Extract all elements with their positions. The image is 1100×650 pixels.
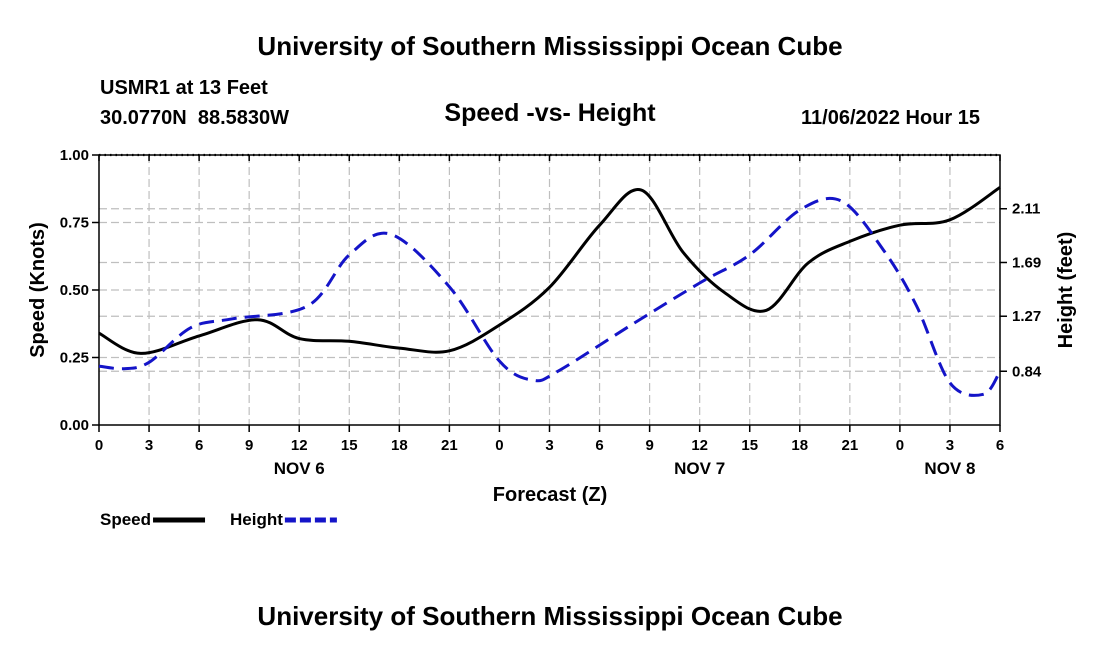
y2-tick-label: 1.27 [1012, 308, 1041, 325]
y-tick-label: 0.25 [60, 350, 89, 367]
height-series-line [98, 196, 1002, 397]
main-title: University of Southern Mississippi Ocean… [257, 31, 843, 61]
x-day-label: NOV 8 [924, 459, 975, 478]
x-tick-label: 0 [896, 437, 904, 454]
x-tick-label: 18 [791, 437, 808, 454]
x-tick-label: 3 [145, 437, 153, 454]
x-tick-label: 21 [441, 437, 458, 454]
y-tick-label: 0.75 [60, 215, 89, 232]
y2-tick-label: 2.11 [1012, 201, 1040, 218]
chart-title: Speed -vs- Height [444, 99, 656, 127]
x-tick-label: 12 [291, 437, 308, 454]
y2-axis-label: Height (feet) [1055, 232, 1077, 349]
y-tick-label: 0.00 [60, 417, 89, 434]
x-day-label: NOV 7 [674, 459, 725, 478]
x-tick-label: 21 [841, 437, 858, 454]
y-tick-label: 1.00 [60, 147, 89, 164]
y-axis-label: Speed (Knots) [27, 222, 49, 358]
y2-tick-label: 1.69 [1012, 254, 1041, 271]
x-tick-label: 6 [595, 437, 603, 454]
grid [99, 155, 1000, 425]
x-tick-label: 6 [195, 437, 203, 454]
x-tick-label: 3 [946, 437, 954, 454]
legend-label-speed: Speed [100, 510, 151, 529]
x-tick-label: 6 [996, 437, 1004, 454]
footer-title: University of Southern Mississippi Ocean… [257, 601, 843, 631]
x-tick-label: 9 [645, 437, 653, 454]
x-tick-label: 15 [741, 437, 758, 454]
speed-series-line [98, 186, 1001, 355]
x-tick-label: 12 [691, 437, 708, 454]
legend: Speed Height [100, 510, 337, 529]
x-tick-label: 3 [545, 437, 553, 454]
axis-ticks: 0 3 6 9 12 15 18 21 0 3 6 9 12 15 18 21 0 3 6 NOV 6 NOV 7 NOV… [60, 147, 1042, 478]
x-tick-label: 0 [495, 437, 503, 454]
x-day-label: NOV 6 [274, 459, 325, 478]
x-tick-label: 0 [95, 437, 103, 454]
x-tick-label: 9 [245, 437, 253, 454]
y2-tick-label: 0.84 [1012, 363, 1042, 380]
x-tick-label: 15 [341, 437, 358, 454]
forecast-datetime: 11/06/2022 Hour 15 [801, 107, 981, 129]
station-label: USMR1 at 13 Feet [100, 77, 268, 99]
series-layer [98, 186, 1002, 397]
x-tick-label: 18 [391, 437, 408, 454]
station-coordinates: 30.0770N 88.5830W [100, 107, 290, 129]
y-tick-label: 0.50 [60, 282, 89, 299]
x-axis-label: Forecast (Z) [493, 484, 607, 506]
axis-labels: Speed (Knots) Height (feet) Forecast (Z) [27, 222, 1077, 506]
legend-label-height: Height [230, 510, 283, 529]
